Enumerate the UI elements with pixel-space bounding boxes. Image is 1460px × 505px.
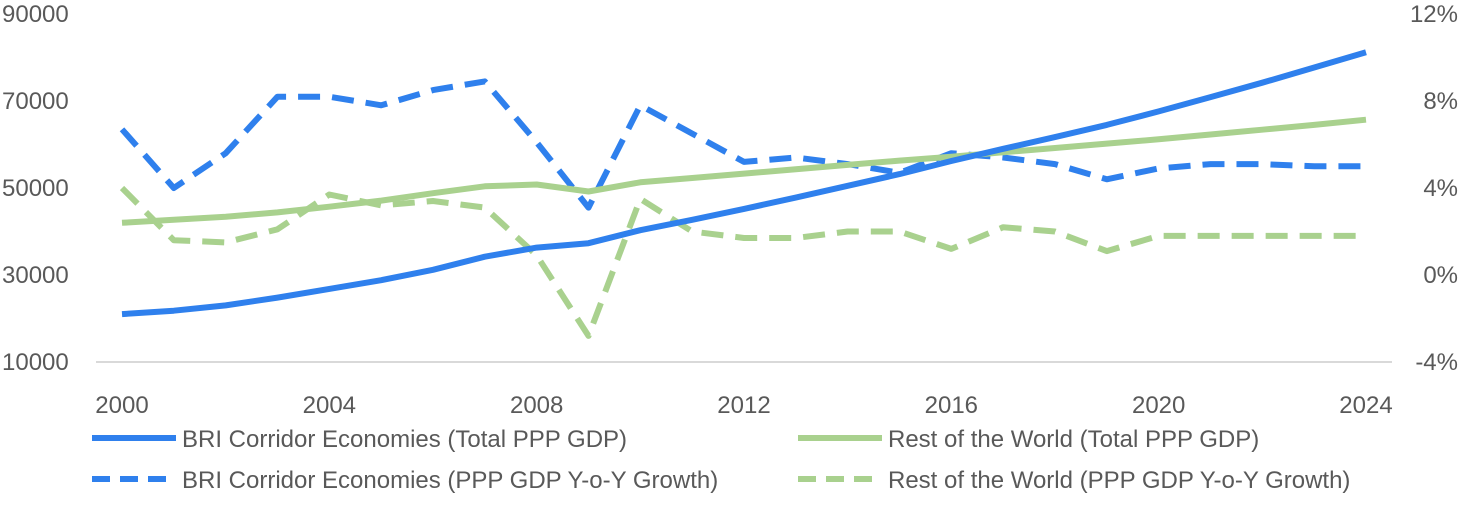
x-axis-ticks: 2000 2004 2008 2012 2016 2020 2024: [95, 392, 1392, 419]
series-line: [121, 116, 1367, 226]
chart-legend: BRI Corridor Economies (Total PPP GDP) Re…: [92, 426, 1350, 494]
x-tick-label: 2024: [1339, 392, 1392, 419]
legend-item: Rest of the World (Total PPP GDP): [798, 426, 1259, 453]
left-y-tick-label: 30000: [2, 262, 69, 289]
right-y-tick-label: 8%: [1423, 88, 1458, 115]
x-tick-label: 2016: [925, 392, 978, 419]
legend-item: BRI Corridor Economies (PPP GDP Y-o-Y Gr…: [92, 467, 718, 494]
right-y-tick-label: 12%: [1410, 1, 1458, 28]
series-line: [119, 78, 1366, 211]
x-tick-label: 2012: [717, 392, 770, 419]
right-y-tick-label: 4%: [1423, 175, 1458, 202]
left-y-tick-label: 70000: [2, 88, 69, 115]
right-y-tick-label: -4%: [1415, 349, 1458, 376]
left-y-tick-label: 10000: [2, 349, 69, 376]
legend-label: BRI Corridor Economies (Total PPP GDP): [182, 426, 627, 453]
legend-label: Rest of the World (PPP GDP Y-o-Y Growth): [888, 467, 1350, 494]
left-y-tick-label: 90000: [2, 1, 69, 28]
legend-item: BRI Corridor Economies (Total PPP GDP): [92, 426, 627, 453]
legend-item: Rest of the World (PPP GDP Y-o-Y Growth): [798, 467, 1350, 494]
legend-label: Rest of the World (Total PPP GDP): [888, 426, 1259, 453]
x-tick-label: 2020: [1132, 392, 1185, 419]
x-tick-label: 2000: [95, 392, 148, 419]
series-line: [119, 185, 1366, 339]
x-tick-label: 2008: [510, 392, 563, 419]
series-line: [121, 49, 1367, 318]
right-y-tick-label: 0%: [1423, 262, 1458, 289]
legend-label: BRI Corridor Economies (PPP GDP Y-o-Y Gr…: [182, 467, 718, 494]
left-y-axis-ticks: 10000 30000 50000 70000 90000: [2, 1, 69, 376]
right-y-axis-ticks: -4% 0% 4% 8% 12%: [1410, 1, 1458, 376]
chart-series: [119, 49, 1367, 339]
x-tick-label: 2004: [303, 392, 356, 419]
left-y-tick-label: 50000: [2, 175, 69, 202]
